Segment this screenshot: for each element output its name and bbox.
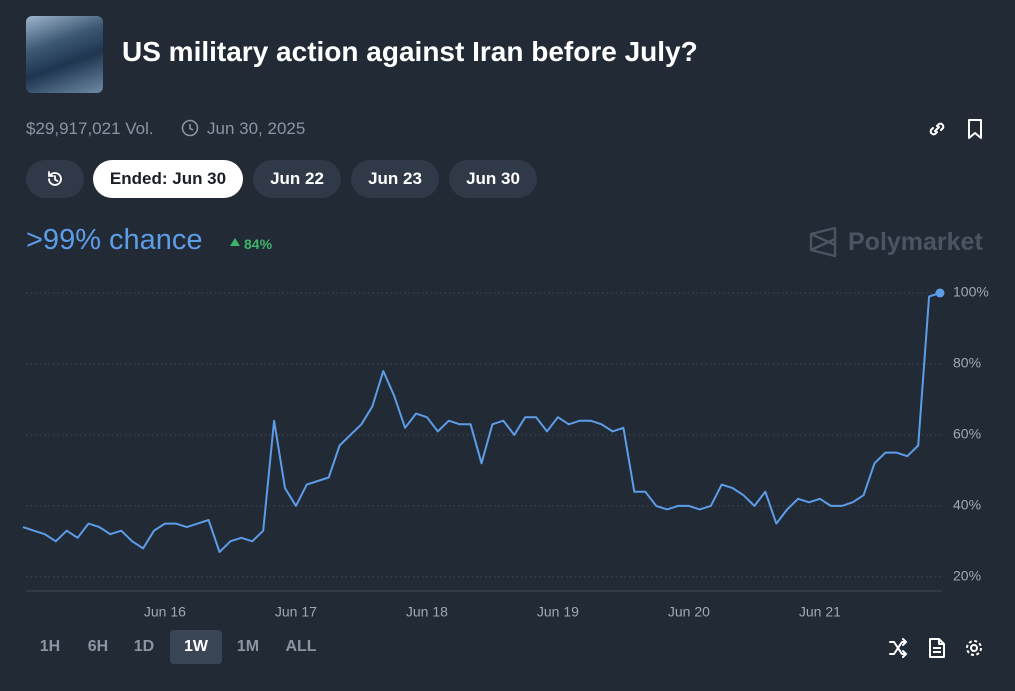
y-tick-label: 80%	[953, 355, 981, 371]
price-line	[22, 292, 941, 553]
x-tick-label: Jun 21	[799, 604, 841, 620]
y-tick-label: 100%	[953, 284, 989, 300]
x-tick-label: Jun 20	[668, 604, 710, 620]
x-tick-label: Jun 18	[406, 604, 448, 620]
range-button[interactable]: 1D	[133, 638, 155, 655]
y-tick-label: 20%	[953, 568, 981, 584]
market-title: US military action against Iran before J…	[122, 36, 698, 67]
end-point	[935, 288, 945, 298]
range-button[interactable]: 1M	[236, 638, 260, 655]
settings-button[interactable]	[963, 637, 985, 659]
date-tab[interactable]: Jun 23	[351, 160, 439, 198]
range-button[interactable]: ALL	[285, 638, 317, 655]
y-tick-label: 60%	[953, 426, 981, 442]
range-button[interactable]: 1H	[39, 638, 61, 655]
clock-icon	[181, 119, 199, 137]
market-image	[26, 16, 103, 93]
range-button[interactable]: 1W	[170, 630, 222, 664]
brand: Polymarket	[848, 228, 983, 256]
brand-logo	[809, 226, 837, 258]
history-button[interactable]	[26, 160, 84, 198]
date-tab[interactable]: Jun 22	[253, 160, 341, 198]
x-tick-label: Jun 17	[275, 604, 317, 620]
link-button[interactable]	[926, 118, 948, 140]
chance: >99% chance	[26, 224, 203, 256]
volume: $29,917,021 Vol.	[26, 119, 154, 138]
change: 84%	[244, 236, 273, 252]
range-button[interactable]: 6H	[87, 638, 109, 655]
y-tick-label: 40%	[953, 497, 981, 513]
bookmark-button[interactable]	[965, 118, 985, 140]
x-tick-label: Jun 16	[144, 604, 186, 620]
document-button[interactable]	[927, 637, 947, 659]
up-arrow	[230, 238, 240, 246]
shuffle-button[interactable]	[887, 637, 909, 659]
end-date: Jun 30, 2025	[207, 119, 306, 138]
x-tick-label: Jun 19	[537, 604, 579, 620]
date-tab[interactable]: Ended: Jun 30	[93, 160, 243, 198]
date-tab[interactable]: Jun 30	[449, 160, 537, 198]
